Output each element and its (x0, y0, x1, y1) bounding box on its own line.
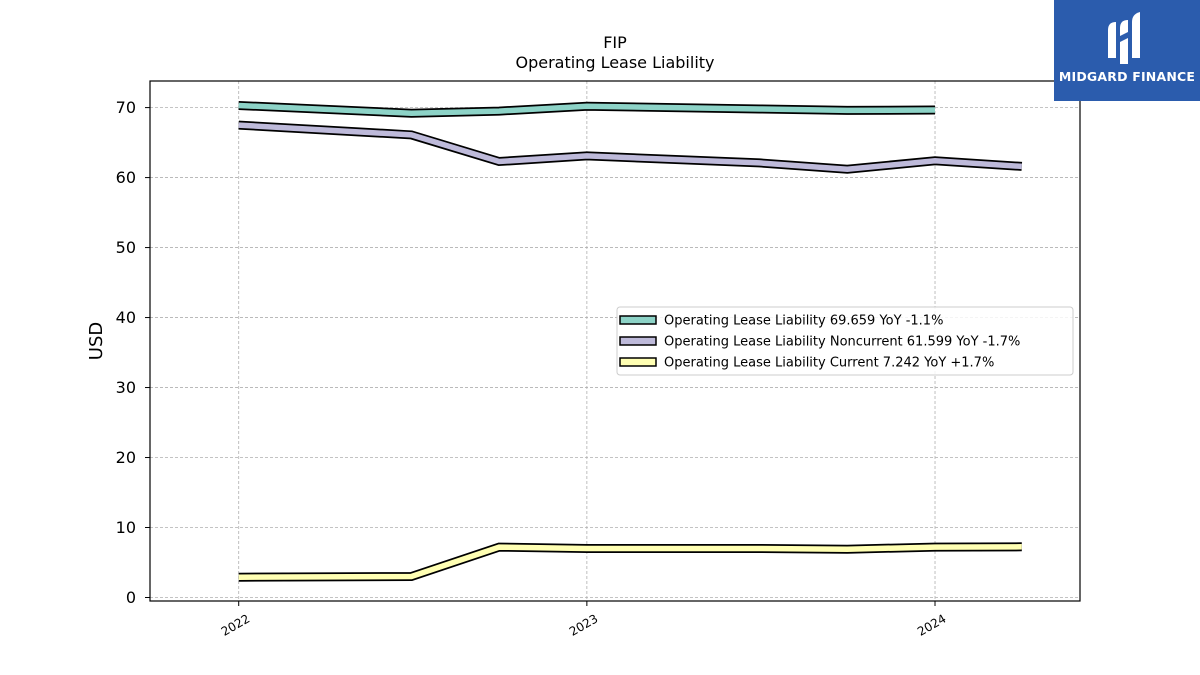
y-tick-label: 60 (116, 168, 136, 187)
y-tick-label: 30 (116, 378, 136, 397)
y-tick-label: 50 (116, 238, 136, 257)
series-line (238, 544, 1022, 580)
legend: Operating Lease Liability 69.659 YoY -1.… (616, 306, 1074, 376)
legend-label: Operating Lease Liability 69.659 YoY -1.… (664, 314, 943, 329)
legend-swatch (619, 357, 657, 367)
brand-name: MIDGARD FINANCE (1058, 69, 1196, 84)
chart-subtitle: Operating Lease Liability (515, 53, 714, 72)
series-line (238, 102, 936, 116)
brand-mark-icon (1108, 12, 1140, 64)
x-tick-label: 2023 (567, 611, 600, 638)
legend-swatch (619, 315, 657, 325)
y-axis-label: USD (86, 322, 107, 360)
plot-frame (149, 80, 1081, 602)
brand-logo: MIDGARD FINANCE (1054, 0, 1200, 101)
series-layer (238, 101, 1023, 582)
legend-label: Operating Lease Liability Current 7.242 … (664, 356, 994, 371)
y-tick-label: 20 (116, 448, 136, 467)
series-line-outline (238, 542, 1022, 582)
y-tick-label: 10 (116, 518, 136, 537)
y-tick-label: 70 (116, 98, 136, 117)
y-tick-label: 40 (116, 308, 136, 327)
legend-swatch (619, 336, 657, 346)
legend-label: Operating Lease Liability Noncurrent 61.… (664, 335, 1020, 350)
series-line (238, 122, 1022, 172)
x-tick-label: 2022 (219, 611, 252, 638)
legend-frame (616, 306, 1074, 376)
y-tick-label: 0 (126, 588, 136, 607)
chart-title: FIP (603, 33, 627, 52)
x-tick-label: 2024 (915, 611, 948, 638)
